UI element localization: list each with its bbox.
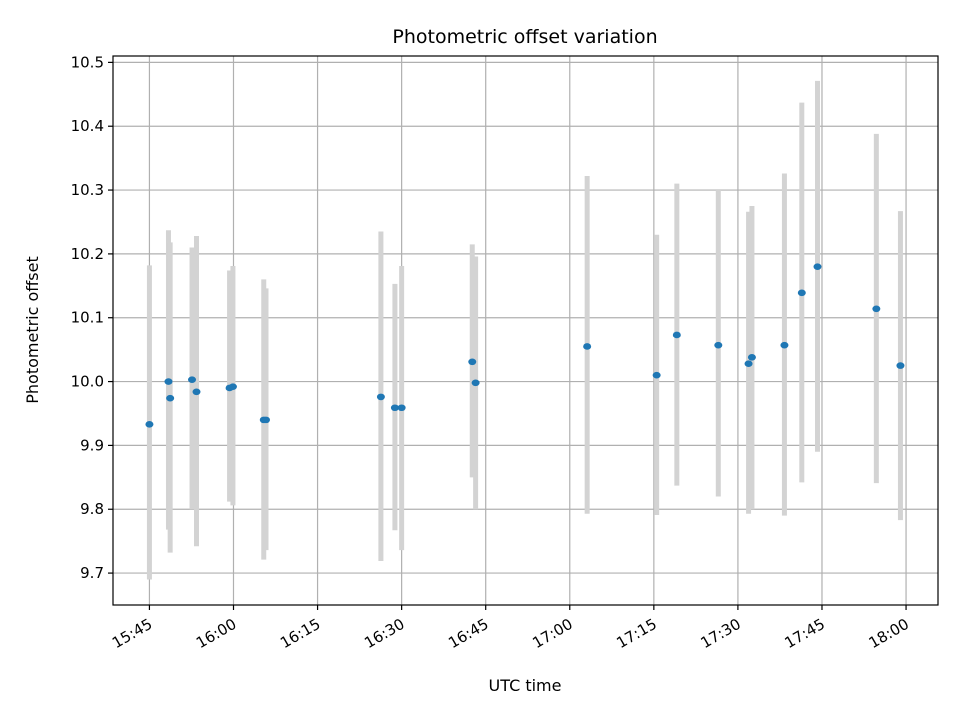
data-point — [468, 358, 477, 366]
y-tick-label: 10.5 — [71, 53, 104, 71]
data-point — [192, 388, 201, 396]
data-point — [652, 371, 661, 379]
data-point — [145, 421, 154, 428]
data-point — [471, 379, 480, 387]
y-tick-label: 10.2 — [71, 245, 104, 263]
y-tick-label: 9.8 — [80, 500, 104, 518]
data-point — [583, 343, 592, 350]
data-point — [262, 416, 271, 424]
grid — [113, 56, 938, 605]
y-tick-label: 9.9 — [80, 436, 104, 454]
data-point — [397, 404, 406, 412]
data-point — [672, 331, 681, 339]
chart-title: Photometric offset variation — [392, 26, 657, 48]
y-axis-label: Photometric offset — [23, 256, 42, 404]
data-point — [813, 263, 822, 270]
data-point — [228, 383, 237, 390]
data-point — [747, 354, 756, 361]
data-point — [780, 341, 789, 349]
data-point — [896, 362, 905, 369]
data-point — [164, 378, 173, 385]
y-tick-label: 10.4 — [71, 117, 104, 135]
data-point — [714, 341, 723, 349]
data-point — [872, 305, 881, 313]
data-point — [166, 394, 175, 402]
y-tick-label: 10.0 — [71, 373, 104, 391]
y-tick-label: 10.1 — [71, 309, 104, 327]
data-point — [390, 404, 399, 412]
data-point — [376, 393, 385, 401]
data-point — [797, 289, 806, 297]
y-tick-label: 10.3 — [71, 181, 104, 199]
data-point — [188, 376, 197, 383]
x-axis-label: UTC time — [489, 676, 562, 695]
y-axis-ticks: 9.7 9.8 9.9 10.0 10.1 10.2 10.3 10.4 10.5 — [71, 53, 113, 582]
y-tick-label: 9.7 — [80, 564, 104, 582]
data-points — [145, 263, 905, 428]
data-point — [744, 360, 753, 367]
plot-frame — [112, 55, 939, 606]
